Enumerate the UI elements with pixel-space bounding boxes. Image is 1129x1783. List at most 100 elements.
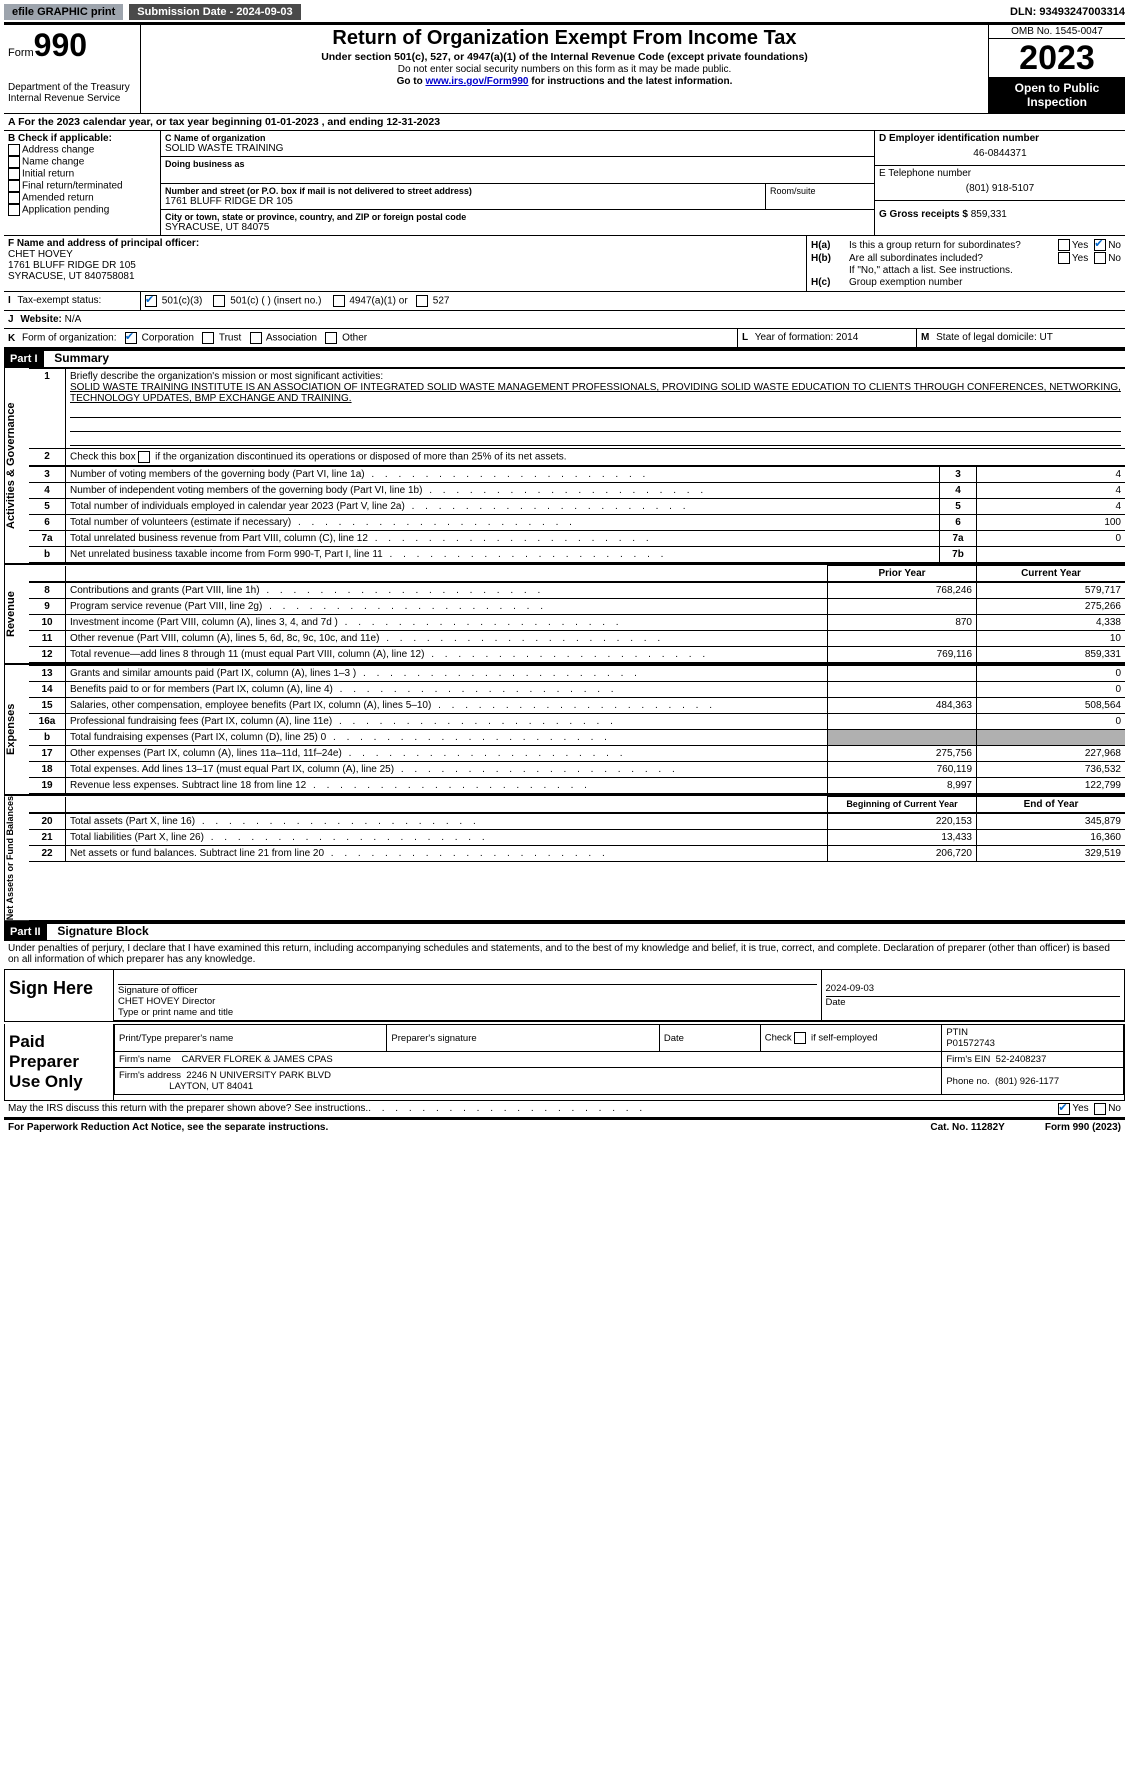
self-employed-check[interactable] (794, 1032, 806, 1044)
org-name: SOLID WASTE TRAINING (165, 143, 283, 154)
q2-suffix: if the organization discontinued its ope… (155, 452, 566, 463)
box-f: F Name and address of principal officer:… (4, 236, 807, 291)
501c-check[interactable] (213, 295, 225, 307)
hc-text: Group exemption number (849, 277, 962, 288)
ha-no: No (1108, 240, 1121, 251)
trust-check[interactable] (202, 332, 214, 344)
row-text: Number of independent voting members of … (66, 483, 940, 499)
current-value: 0 (977, 714, 1126, 730)
discuss-yes-check[interactable] (1058, 1103, 1070, 1115)
page-footer: For Paperwork Reduction Act Notice, see … (4, 1119, 1125, 1135)
check-final-return[interactable]: Final return/terminated (8, 180, 156, 192)
check-amended-return[interactable]: Amended return (8, 192, 156, 204)
hb-yes-check[interactable] (1058, 252, 1070, 264)
current-value (977, 730, 1126, 746)
hb-no-check[interactable] (1094, 252, 1106, 264)
part2-title: Signature Block (57, 924, 148, 938)
row-text: Program service revenue (Part VIII, line… (66, 599, 828, 615)
side-label-ag: Activities & Governance (4, 368, 29, 563)
net-assets-section: Net Assets or Fund Balances Beginning of… (4, 796, 1125, 922)
discuss-yes: Yes (1072, 1103, 1088, 1115)
row-value (977, 547, 1126, 563)
hb-note: If "No," attach a list. See instructions… (849, 265, 1013, 276)
row-num: 17 (29, 746, 66, 762)
4947-check[interactable] (333, 295, 345, 307)
prior-value (828, 682, 977, 698)
opt-trust: Trust (219, 333, 241, 344)
box-h: H(a) Is this a group return for subordin… (807, 236, 1125, 291)
prior-value: 8,997 (828, 778, 977, 794)
city-label: City or town, state or province, country… (165, 212, 870, 222)
firm-ein-label: Firm's EIN (946, 1054, 990, 1065)
prep-phone-value: (801) 926-1177 (995, 1076, 1059, 1087)
row-value: 0 (977, 531, 1126, 547)
ha-yes: Yes (1072, 240, 1088, 251)
prior-value: 760,119 (828, 762, 977, 778)
officer-label: F Name and address of principal officer: (8, 238, 802, 249)
assoc-check[interactable] (250, 332, 262, 344)
row-num: b (29, 730, 66, 746)
ein-value: 46-0844371 (879, 144, 1121, 163)
officer-addr1: 1761 BLUFF RIDGE DR 105 (8, 260, 802, 271)
row-text: Total assets (Part X, line 16) (66, 814, 828, 830)
hb-label: H(b) (811, 253, 849, 264)
row-value: 4 (977, 499, 1126, 515)
website-label: Website: (20, 314, 64, 325)
527-check[interactable] (416, 295, 428, 307)
line-klm: K Form of organization: Corporation Trus… (4, 329, 1125, 349)
prior-value: 220,153 (828, 814, 977, 830)
row-text: Total number of volunteers (estimate if … (66, 515, 940, 531)
open-public-badge: Open to Public Inspection (989, 77, 1125, 113)
row-text: Investment income (Part VIII, column (A)… (66, 615, 828, 631)
line-i: I Tax-exempt status: 501(c)(3) 501(c) ( … (4, 292, 1125, 311)
part1-header-row: Part I Summary (4, 349, 1125, 368)
side-label-netassets: Net Assets or Fund Balances (4, 796, 29, 920)
website-value: N/A (65, 314, 82, 325)
year-formation: Year of formation: 2014 (755, 332, 859, 343)
efile-print-button[interactable]: efile GRAPHIC print (4, 4, 123, 20)
row-num: 9 (29, 599, 66, 615)
discuss-no-check[interactable] (1094, 1103, 1106, 1115)
check-application-pending[interactable]: Application pending (8, 204, 156, 216)
ha-yes-check[interactable] (1058, 239, 1070, 251)
corp-check[interactable] (125, 332, 137, 344)
section-bcd: B Check if applicable: Address change Na… (4, 131, 1125, 236)
irs-link[interactable]: www.irs.gov/Form990 (425, 76, 528, 87)
row-text: Net unrelated business taxable income fr… (66, 547, 940, 563)
row-text: Benefits paid to or for members (Part IX… (66, 682, 828, 698)
other-check[interactable] (325, 332, 337, 344)
officer-name: CHET HOVEY (8, 249, 802, 260)
l-label: L (742, 332, 748, 343)
check-name-change[interactable]: Name change (8, 156, 156, 168)
row-value: 4 (977, 483, 1126, 499)
row-num: 6 (29, 515, 66, 531)
row-text: Other expenses (Part IX, column (A), lin… (66, 746, 828, 762)
check-initial-return[interactable]: Initial return (8, 168, 156, 180)
discuss-text: May the IRS discuss this return with the… (8, 1103, 368, 1115)
prep-sig-label: Preparer's signature (387, 1025, 659, 1052)
state-domicile: State of legal domicile: UT (936, 332, 1053, 343)
box-d: D Employer identification number 46-0844… (874, 131, 1125, 235)
j-label: J (8, 314, 14, 325)
current-value: 579,717 (977, 583, 1126, 599)
box-b: B Check if applicable: Address change Na… (4, 131, 161, 235)
submission-date-button[interactable]: Submission Date - 2024-09-03 (129, 4, 300, 20)
row-text: Grants and similar amounts paid (Part IX… (66, 666, 828, 682)
officer-title-label: Type or print name and title (118, 1007, 233, 1018)
row-num: 13 (29, 666, 66, 682)
501c3-check[interactable] (145, 295, 157, 307)
i-label: I (8, 295, 11, 306)
city-state-zip: SYRACUSE, UT 84075 (165, 222, 269, 233)
q2-check[interactable] (138, 451, 150, 463)
ha-no-check[interactable] (1094, 239, 1106, 251)
prior-value (828, 666, 977, 682)
hb-yes: Yes (1072, 253, 1088, 264)
opt-other: Other (342, 333, 367, 344)
check-address-change[interactable]: Address change (8, 144, 156, 156)
instructions-text: for instructions and the latest informat… (528, 76, 732, 87)
row-text: Contributions and grants (Part VIII, lin… (66, 583, 828, 599)
row-text: Number of voting members of the governin… (66, 467, 940, 483)
prior-value: 484,363 (828, 698, 977, 714)
prior-value: 275,756 (828, 746, 977, 762)
mission-text: SOLID WASTE TRAINING INSTITUTE IS AN ASS… (70, 382, 1121, 404)
